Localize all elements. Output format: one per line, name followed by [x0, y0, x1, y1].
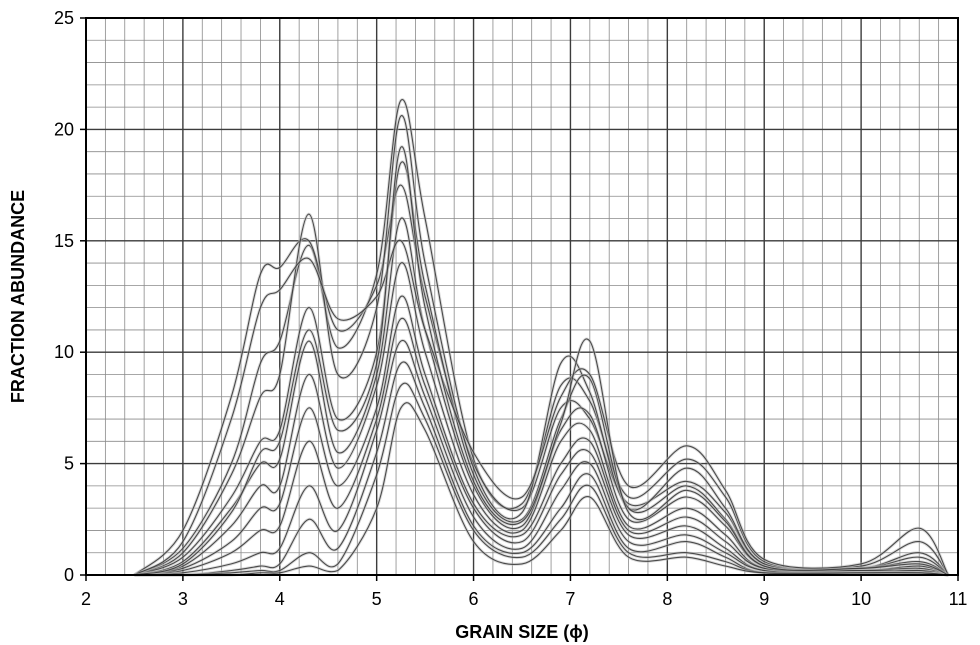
- x-axis-title: GRAIN SIZE (ϕ): [455, 622, 589, 642]
- series-line-12: [134, 402, 949, 576]
- x-tick-label: 5: [372, 589, 382, 609]
- x-tick-label: 10: [851, 589, 871, 609]
- series-line-13: [134, 240, 949, 576]
- series-line-9: [134, 340, 949, 576]
- y-axis-ticks: 0 5 10 15 20 25: [54, 8, 86, 585]
- series-line-8: [134, 317, 949, 576]
- y-tick-label: 10: [54, 342, 74, 362]
- x-tick-label: 3: [178, 589, 188, 609]
- x-tick-label: 7: [565, 589, 575, 609]
- x-tick-label: 9: [759, 589, 769, 609]
- x-axis-ticks: 2 3 4 5 6 7 8 9 10 11: [81, 575, 967, 609]
- y-tick-label: 0: [64, 565, 74, 585]
- x-tick-label: 4: [275, 589, 285, 609]
- x-tick-label: 6: [469, 589, 479, 609]
- series-line-5: [134, 217, 949, 576]
- x-tick-label: 8: [662, 589, 672, 609]
- series-line-1: [134, 99, 949, 576]
- series-line-14: [134, 146, 949, 576]
- series-lines: [133, 98, 950, 577]
- x-tick-label: 2: [81, 589, 91, 609]
- series-line-7: [134, 295, 949, 576]
- plot-frame: [85, 17, 959, 576]
- y-tick-label: 15: [54, 231, 74, 251]
- y-axis-title: FRACTION ABUNDANCE: [8, 190, 28, 403]
- x-tick-label: 11: [949, 589, 968, 609]
- series-line-3: [134, 115, 949, 576]
- y-tick-label: 5: [64, 454, 74, 474]
- y-tick-label: 20: [54, 119, 74, 139]
- series-line-6: [134, 262, 949, 576]
- y-tick-label: 25: [54, 8, 74, 28]
